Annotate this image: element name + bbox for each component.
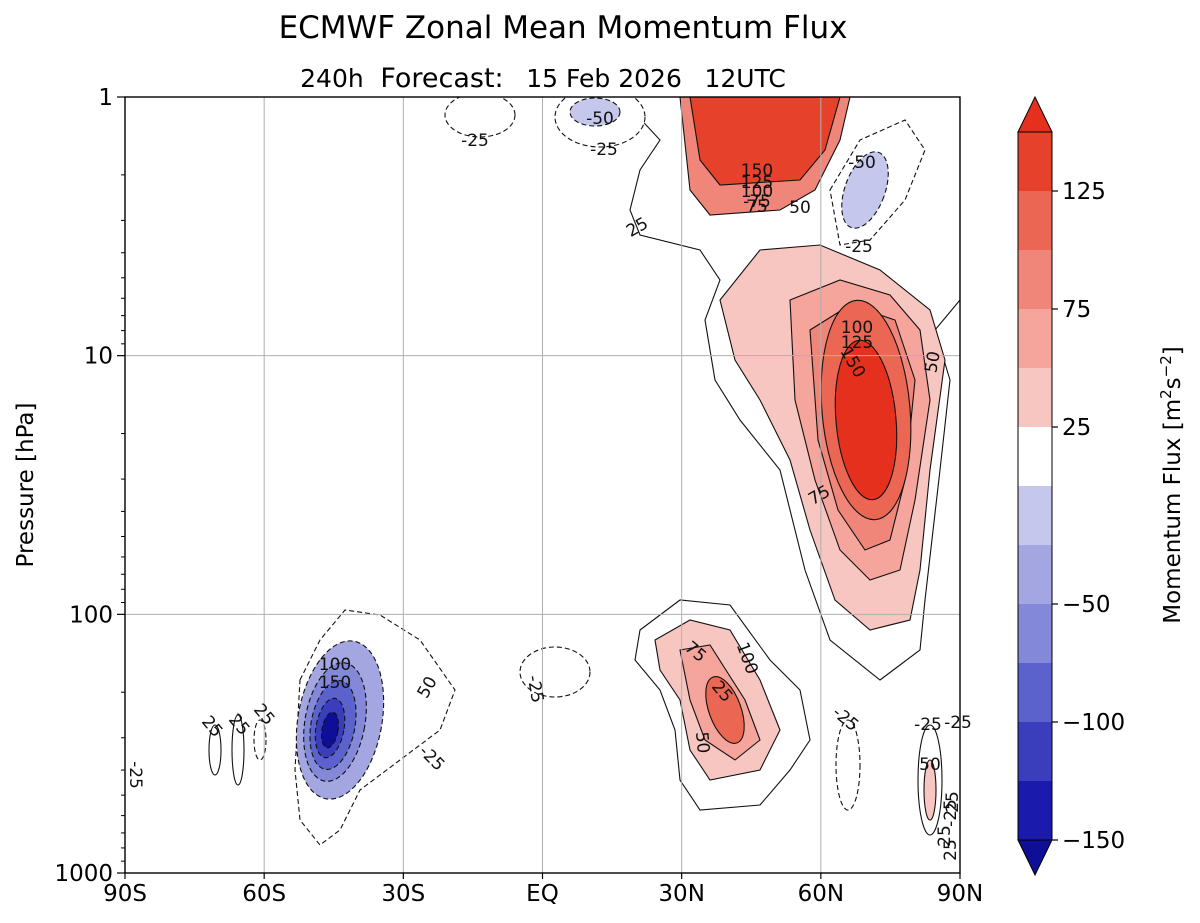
contour-label: -75 — [743, 192, 771, 212]
sh-small-neg — [253, 719, 267, 761]
x-tick-label: EQ — [526, 881, 559, 907]
x-tick-label: 90N — [937, 881, 983, 907]
contour-label: 125 — [841, 333, 873, 353]
colorbar-segment — [1018, 132, 1052, 191]
sh-neg-150-region — [320, 711, 340, 749]
contour-label: -25 — [461, 131, 489, 151]
subtitle-time: 12UTC — [704, 64, 785, 93]
colorbar-tick-label: −100 — [1062, 710, 1125, 736]
x-tick-label: 30N — [658, 881, 704, 907]
contour-label: 25 — [941, 839, 961, 861]
colorbar-over-arrow — [1017, 95, 1053, 133]
upper-neg-25-left — [444, 97, 516, 138]
contour-label: 25 — [943, 791, 963, 813]
contour-label: -25 — [590, 140, 618, 160]
colorbar-tick-label: −50 — [1062, 592, 1111, 618]
sh-small-pos-2 — [231, 714, 245, 786]
colorbar-tick-label: 75 — [1062, 297, 1091, 323]
contour-label: 50 — [919, 755, 941, 775]
contour-label: -25 — [914, 715, 942, 735]
y-tick-label: 1000 — [54, 861, 113, 887]
x-tick-label: 60N — [798, 881, 844, 907]
sh-small-pos-1 — [208, 724, 222, 776]
nh-hi-neg-region — [835, 719, 861, 811]
contour-label: 100 — [319, 655, 351, 675]
contour-label: 150 — [741, 161, 773, 181]
contour-label: -25 — [845, 237, 873, 257]
colorbar-frame — [1017, 131, 1053, 841]
x-axis: 90S 60S 30S EQ 30N 60N 90N — [103, 873, 983, 907]
nh-sub-core-region — [705, 676, 745, 744]
colorbar-segment — [1018, 722, 1052, 781]
x-tick-label: 30S — [381, 881, 425, 907]
chart-subtitle: 240h Forecast: 15 Feb 2026 12UTC — [300, 63, 786, 94]
contour-label: -25 — [523, 674, 548, 705]
y-axis-label: Pressure [hPa] — [13, 403, 39, 568]
colorbar-tick-label: 25 — [1062, 415, 1091, 441]
y-axis: 1 10 100 1000 — [54, 85, 125, 887]
colorbar-tick-label: −150 — [1062, 828, 1125, 854]
contour-label: 125 — [741, 173, 773, 193]
contour-label: 75 — [746, 197, 768, 217]
contour-label: -50 — [586, 109, 614, 129]
contour-label: 150 — [319, 673, 351, 693]
colorbar-segment — [1018, 427, 1052, 486]
colorbar-segment — [1018, 250, 1052, 309]
y-tick-label: 100 — [69, 602, 113, 628]
contour-label: -50 — [848, 153, 876, 173]
x-tick-label: 60S — [242, 881, 286, 907]
nh-strat-150-region — [834, 339, 898, 501]
subtitle-lead-time: 240h — [300, 64, 364, 93]
colorbar-tick-label: 125 — [1062, 179, 1106, 205]
colorbar: 125 75 25 −50 −100 −150 — [1017, 95, 1125, 877]
contour-label: -25 — [125, 761, 145, 789]
contour-label: 100 — [741, 182, 773, 202]
colorbar-segment — [1018, 309, 1052, 368]
contour-label: -25 — [941, 799, 961, 827]
colorbar-segment — [1018, 368, 1052, 427]
colorbar-segment — [1018, 191, 1052, 250]
colorbar-segment — [1018, 545, 1052, 604]
contour-label: -25 — [944, 713, 972, 733]
colorbar-segment — [1018, 781, 1052, 840]
colorbar-segment — [1018, 486, 1052, 545]
colorbar-segment — [1018, 663, 1052, 722]
eq-neg-25-region — [519, 646, 591, 698]
colorbar-label: Momentum Flux [m2s−2] — [1157, 346, 1186, 624]
colorbar-under-arrow — [1017, 839, 1053, 877]
x-tick-label: 90S — [103, 881, 147, 907]
contour-label: 25 — [935, 825, 955, 847]
y-tick-label: 1 — [98, 85, 113, 111]
nh-neg-50-region — [841, 151, 889, 229]
y-tick-label: 10 — [84, 344, 113, 370]
subtitle-forecast-word: Forecast: — [380, 63, 503, 94]
chart-title: ECMWF Zonal Mean Momentum Flux — [279, 10, 848, 46]
contour-label: 50 — [691, 731, 713, 754]
upper-150-region — [689, 97, 841, 186]
colorbar-segment — [1018, 604, 1052, 663]
upper-neg-50-right — [569, 97, 621, 127]
contour-label: 100 — [841, 318, 873, 338]
contour-label: 50 — [921, 350, 944, 375]
subtitle-date: 15 Feb 2026 — [526, 64, 682, 93]
contour-label: 50 — [789, 198, 811, 218]
nh-pole-pos-50 — [923, 759, 937, 821]
